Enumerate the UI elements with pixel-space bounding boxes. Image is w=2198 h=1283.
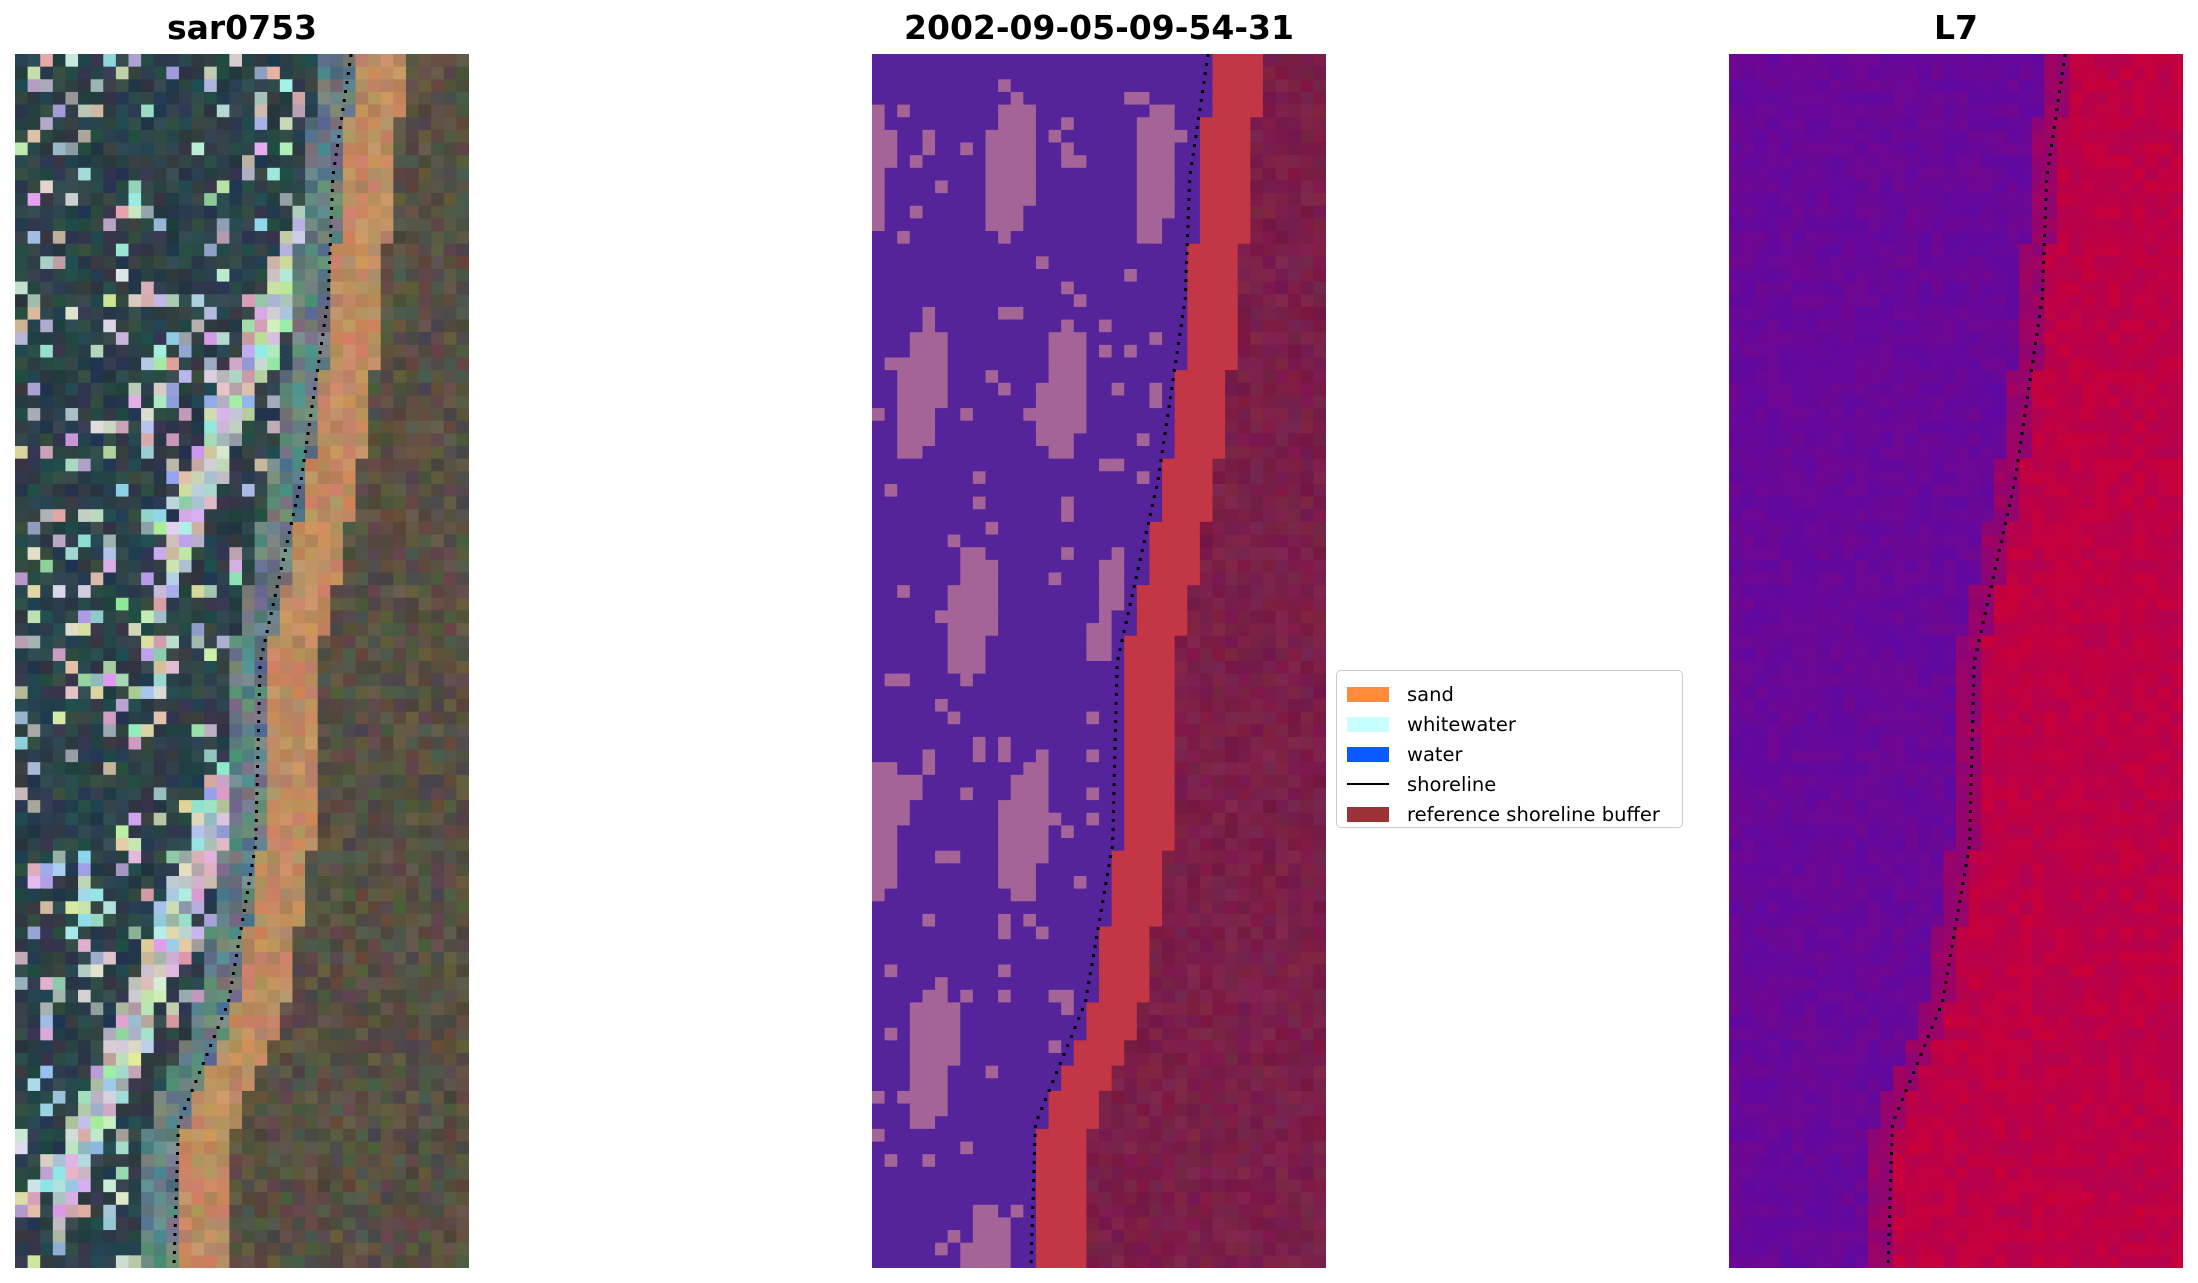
whitewater-swatch <box>1347 716 1389 732</box>
panel-title-index: L7 <box>1934 8 1978 47</box>
sand-swatch <box>1347 686 1389 702</box>
legend-label-whitewater: whitewater <box>1407 712 1516 736</box>
rgb-image <box>15 54 469 1268</box>
shoreline-line-swatch <box>1347 783 1389 785</box>
legend-item-whitewater: whitewater <box>1347 709 1672 739</box>
reference-buffer-swatch <box>1347 806 1389 822</box>
legend-item-water: water <box>1347 739 1672 769</box>
legend-item-reference-buffer: reference shoreline buffer <box>1347 799 1672 829</box>
rgb-image-panel <box>15 54 469 1268</box>
classified-image <box>872 54 1326 1268</box>
panel-title-rgb: sar0753 <box>166 8 318 47</box>
panel-title-classified: 2002-09-05-09-54-31 <box>904 8 1294 47</box>
water-swatch <box>1347 746 1389 762</box>
index-image-panel <box>1729 54 2183 1268</box>
legend: sand whitewater water shoreline referenc… <box>1336 670 1683 828</box>
legend-label-shoreline: shoreline <box>1407 772 1497 796</box>
legend-item-sand: sand <box>1347 679 1672 709</box>
legend-label-reference-buffer: reference shoreline buffer <box>1407 802 1660 826</box>
legend-label-sand: sand <box>1407 682 1454 706</box>
classified-image-panel <box>872 54 1326 1268</box>
index-image <box>1729 54 2183 1268</box>
legend-item-shoreline: shoreline <box>1347 769 1672 799</box>
legend-label-water: water <box>1407 742 1463 766</box>
